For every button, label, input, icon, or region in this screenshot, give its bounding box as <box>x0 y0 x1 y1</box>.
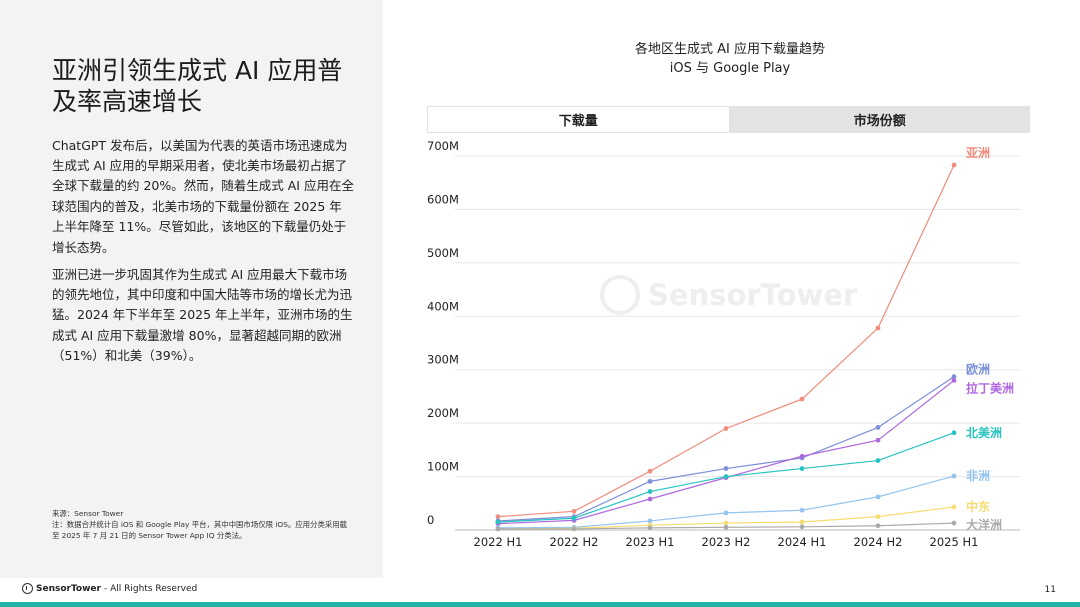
data-point <box>647 518 653 524</box>
y-tick-label: 100M <box>427 460 459 474</box>
data-point <box>799 524 805 530</box>
x-tick-label: 2024 H2 <box>854 535 903 549</box>
source-note: 来源：Sensor Tower 注：数据合并统计自 iOS 和 Google P… <box>52 508 352 541</box>
data-point <box>875 425 881 430</box>
data-point <box>875 514 881 520</box>
data-point <box>875 458 881 463</box>
chart-title: 各地区生成式 AI 应用下载量趋势 <box>635 42 825 57</box>
data-point <box>951 520 957 526</box>
data-point <box>875 325 881 331</box>
footer-accent-bar <box>0 602 1080 607</box>
data-point <box>799 507 805 513</box>
data-point <box>723 466 729 471</box>
y-tick-label: 700M <box>427 139 459 153</box>
x-tick-label: 2022 H2 <box>550 535 599 549</box>
series-label: 北美洲 <box>966 425 1002 440</box>
data-point <box>647 489 653 494</box>
series-line <box>497 164 955 518</box>
x-tick-label: 2025 H1 <box>930 535 979 549</box>
tab-downloads[interactable]: 下载量 <box>427 106 730 133</box>
data-point <box>951 162 957 168</box>
y-tick-label: 500M <box>427 246 459 260</box>
data-point <box>495 526 501 532</box>
data-point <box>875 437 881 443</box>
tab-market-share[interactable]: 市场份额 <box>729 106 1030 133</box>
y-tick-label: 300M <box>427 353 459 367</box>
data-point <box>951 504 957 510</box>
x-tick-label: 2023 H1 <box>626 535 675 549</box>
data-point <box>875 523 881 529</box>
series-line <box>497 379 955 525</box>
series-line <box>497 376 955 522</box>
note-line: 注：数据合并统计自 iOS 和 Google Play 平台，其中中国市场仅限 … <box>52 520 348 540</box>
data-point <box>647 496 653 502</box>
data-point <box>875 494 881 500</box>
series-label: 亚洲 <box>966 146 990 160</box>
y-tick-label: 600M <box>427 192 459 206</box>
data-point <box>799 396 805 402</box>
footer-brand-name: SensorTower <box>36 583 101 594</box>
footer-brand: SensorTower - All Rights Reserved <box>22 583 197 594</box>
data-point <box>647 468 653 474</box>
data-point <box>951 378 957 383</box>
x-tick-label: 2023 H2 <box>702 535 751 549</box>
data-point <box>951 473 957 479</box>
series-label: 非洲 <box>966 468 990 483</box>
data-point <box>723 524 729 530</box>
data-point <box>571 508 577 514</box>
data-point <box>723 520 729 526</box>
data-point <box>647 525 653 531</box>
page-title: 亚洲引领生成式 AI 应用普及率高速增长 <box>52 55 343 116</box>
left-panel <box>0 0 383 578</box>
series-line <box>497 475 955 529</box>
sensortower-logo-icon <box>22 583 33 594</box>
data-point <box>723 474 729 479</box>
data-point <box>723 426 729 431</box>
data-point <box>571 515 577 521</box>
body-paragraph-1: ChatGPT 发布后，以美国为代表的英语市场迅速成为生成式 AI 应用的早期采… <box>52 137 354 255</box>
series-label: 欧洲 <box>966 362 990 377</box>
chart-title-block: 各地区生成式 AI 应用下载量趋势 iOS 与 Google Play <box>430 40 1030 78</box>
series-label: 大洋洲 <box>966 517 1002 532</box>
data-point <box>723 510 729 516</box>
y-tick-label: 400M <box>427 299 459 313</box>
data-point <box>799 453 805 459</box>
page-number: 11 <box>1044 585 1056 595</box>
chart-subtitle: iOS 与 Google Play <box>669 61 791 76</box>
series-label: 中东 <box>966 499 990 514</box>
series-label: 拉丁美洲 <box>966 380 1014 395</box>
data-point <box>799 466 805 471</box>
data-point <box>571 526 577 532</box>
y-tick-label: 200M <box>427 406 459 420</box>
x-tick-label: 2022 H1 <box>474 535 523 549</box>
source-line: 来源：Sensor Tower <box>52 509 124 518</box>
data-point <box>951 430 957 436</box>
body-paragraph-2: 亚洲已进一步巩固其作为生成式 AI 应用最大下载市场的领先地位，其中印度和中国大… <box>52 266 353 364</box>
data-point <box>495 514 501 520</box>
data-point <box>495 519 501 525</box>
data-point <box>951 374 957 380</box>
chart-tabs: 下载量 市场份额 <box>427 106 1030 133</box>
y-tick-label: 0 <box>427 513 434 527</box>
data-point <box>647 478 653 484</box>
x-tick-label: 2024 H1 <box>778 535 827 549</box>
footer-rights: - All Rights Reserved <box>103 583 198 594</box>
data-point <box>799 519 805 525</box>
